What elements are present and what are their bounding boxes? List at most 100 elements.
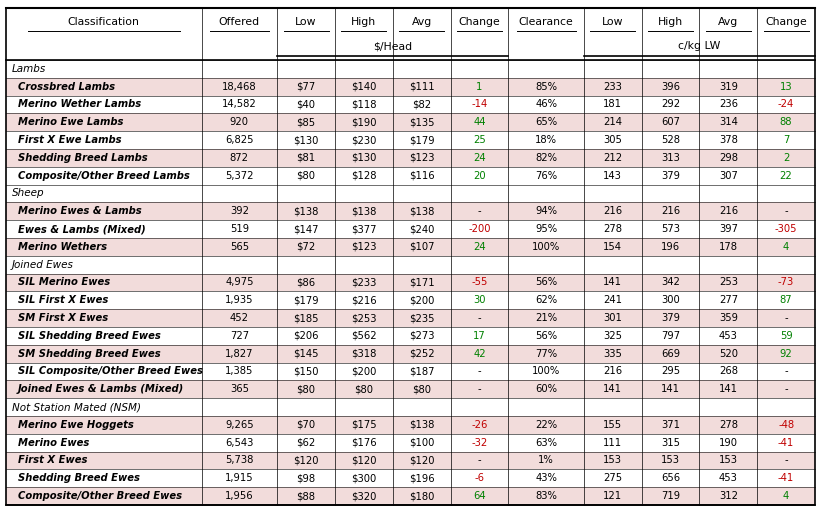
Text: 4: 4 xyxy=(783,242,789,252)
Text: 315: 315 xyxy=(661,438,680,448)
Text: 300: 300 xyxy=(661,295,680,305)
Text: Change: Change xyxy=(458,17,500,27)
Text: 5,738: 5,738 xyxy=(225,456,254,466)
Text: 314: 314 xyxy=(719,117,738,127)
Bar xyxy=(6,78,815,96)
Bar xyxy=(6,416,815,434)
Text: $200: $200 xyxy=(351,366,377,377)
Text: 319: 319 xyxy=(719,82,738,92)
Text: Not Station Mated (NSM): Not Station Mated (NSM) xyxy=(12,402,141,412)
Text: 94%: 94% xyxy=(535,206,557,216)
Text: 216: 216 xyxy=(718,206,738,216)
Text: 62%: 62% xyxy=(535,295,557,305)
Text: 111: 111 xyxy=(603,438,622,448)
Text: SM Shedding Breed Ewes: SM Shedding Breed Ewes xyxy=(18,349,161,359)
Text: 60%: 60% xyxy=(535,384,557,394)
Text: Ewes & Lambs (Mixed): Ewes & Lambs (Mixed) xyxy=(18,224,146,234)
Text: -32: -32 xyxy=(471,438,488,448)
Text: 95%: 95% xyxy=(535,224,557,234)
Text: 312: 312 xyxy=(719,491,738,501)
Text: -14: -14 xyxy=(471,99,488,109)
Text: 153: 153 xyxy=(719,456,738,466)
Text: $273: $273 xyxy=(409,331,434,341)
Text: 24: 24 xyxy=(473,153,486,163)
Text: $185: $185 xyxy=(293,313,319,323)
Text: $100: $100 xyxy=(409,438,434,448)
Bar xyxy=(6,256,815,274)
Bar xyxy=(6,131,815,149)
Text: $320: $320 xyxy=(351,491,377,501)
Text: 153: 153 xyxy=(603,456,622,466)
Text: 4: 4 xyxy=(783,491,789,501)
Text: $130: $130 xyxy=(351,153,377,163)
Text: 100%: 100% xyxy=(532,242,560,252)
Text: 342: 342 xyxy=(661,277,680,288)
Text: SM First X Ewes: SM First X Ewes xyxy=(18,313,108,323)
Text: $300: $300 xyxy=(351,473,377,484)
Text: 9,265: 9,265 xyxy=(225,420,254,430)
Text: 4,975: 4,975 xyxy=(225,277,254,288)
Text: Avg: Avg xyxy=(718,17,738,27)
Text: 121: 121 xyxy=(603,491,622,501)
Text: 233: 233 xyxy=(603,82,622,92)
Text: $130: $130 xyxy=(293,135,319,145)
Text: $171: $171 xyxy=(409,277,434,288)
Text: Shedding Breed Lambs: Shedding Breed Lambs xyxy=(18,153,148,163)
Text: $187: $187 xyxy=(409,366,434,377)
Text: 24: 24 xyxy=(473,242,486,252)
Text: 88: 88 xyxy=(780,117,792,127)
Text: Change: Change xyxy=(765,17,807,27)
Text: $138: $138 xyxy=(351,206,377,216)
Text: SIL Shedding Breed Ewes: SIL Shedding Breed Ewes xyxy=(18,331,161,341)
Bar xyxy=(6,380,815,398)
Text: 607: 607 xyxy=(661,117,680,127)
Text: 335: 335 xyxy=(603,349,622,359)
Text: Offered: Offered xyxy=(219,17,260,27)
Text: 18,468: 18,468 xyxy=(222,82,257,92)
Bar xyxy=(6,220,815,238)
Bar xyxy=(6,434,815,451)
Text: $86: $86 xyxy=(296,277,315,288)
Text: 1%: 1% xyxy=(539,456,554,466)
Text: $233: $233 xyxy=(351,277,377,288)
Text: 278: 278 xyxy=(719,420,738,430)
Text: High: High xyxy=(351,17,376,27)
Text: $179: $179 xyxy=(293,295,319,305)
Text: 7: 7 xyxy=(783,135,789,145)
Text: Merino Ewe Hoggets: Merino Ewe Hoggets xyxy=(18,420,134,430)
Bar xyxy=(6,167,815,185)
Text: 378: 378 xyxy=(719,135,738,145)
Text: $240: $240 xyxy=(409,224,434,234)
Text: 56%: 56% xyxy=(535,277,557,288)
Text: 365: 365 xyxy=(230,384,249,394)
Text: -41: -41 xyxy=(778,473,794,484)
Text: -73: -73 xyxy=(778,277,794,288)
Text: 141: 141 xyxy=(661,384,680,394)
Text: $175: $175 xyxy=(351,420,377,430)
Text: $179: $179 xyxy=(409,135,434,145)
Text: Classification: Classification xyxy=(68,17,140,27)
Text: 275: 275 xyxy=(603,473,622,484)
Text: 379: 379 xyxy=(661,313,680,323)
Text: $120: $120 xyxy=(351,456,377,466)
Text: $107: $107 xyxy=(409,242,434,252)
Bar xyxy=(6,291,815,309)
Text: 25: 25 xyxy=(473,135,486,145)
Text: $40: $40 xyxy=(296,99,315,109)
Text: Merino Ewes & Lambs: Merino Ewes & Lambs xyxy=(18,206,142,216)
Text: 190: 190 xyxy=(719,438,738,448)
Bar xyxy=(6,96,815,114)
Text: $176: $176 xyxy=(351,438,377,448)
Text: Lambs: Lambs xyxy=(12,64,46,74)
Text: 6,543: 6,543 xyxy=(225,438,254,448)
Text: 216: 216 xyxy=(603,206,622,216)
Text: 143: 143 xyxy=(603,171,622,181)
Text: Joined Ewes & Lambs (Mixed): Joined Ewes & Lambs (Mixed) xyxy=(18,384,184,394)
Text: $140: $140 xyxy=(351,82,377,92)
Text: 1: 1 xyxy=(476,82,483,92)
Text: 298: 298 xyxy=(719,153,738,163)
Text: 1,935: 1,935 xyxy=(225,295,254,305)
Text: $120: $120 xyxy=(409,456,434,466)
Text: 295: 295 xyxy=(661,366,680,377)
Text: 42: 42 xyxy=(473,349,486,359)
